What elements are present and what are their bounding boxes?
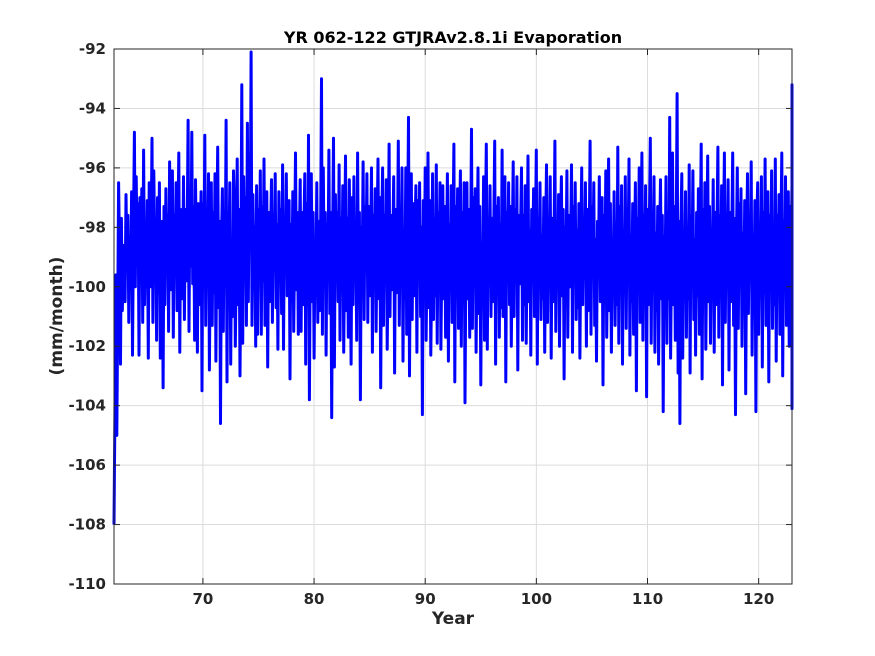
y-tick-label: -96 [79,159,106,177]
series-layer [112,50,794,525]
x-tick-label: 100 [521,590,552,608]
chart-title: YR 062-122 GTJRAv2.8.1i Evaporation [283,28,622,47]
series-line [112,50,794,525]
x-ticks: 70 80 90 100 110 120 [192,49,774,608]
axes-box [113,48,793,585]
y-tick-label: -94 [79,99,106,117]
y-tick-label: -104 [68,397,106,415]
y-tick-label: -102 [68,337,106,355]
x-axis-title: Year [431,609,475,629]
x-tick-label: 70 [192,590,213,608]
x-tick-label: 110 [632,590,663,608]
y-tick-label: -108 [68,516,106,534]
y-tick-label: -98 [79,218,106,236]
x-tick-label: 80 [304,590,325,608]
x-tick-label: 120 [743,590,774,608]
y-tick-label: -92 [79,40,106,58]
y-tick-label: -110 [68,575,106,593]
y-ticks: -110 -108 -106 -104 -102 -100 -98 -96 -94 -92 [68,40,792,593]
y-tick-label: -106 [68,456,106,474]
y-axis-title: (mm/month) [47,257,67,376]
x-tick-label: 90 [415,590,436,608]
y-tick-label: -100 [68,278,106,296]
